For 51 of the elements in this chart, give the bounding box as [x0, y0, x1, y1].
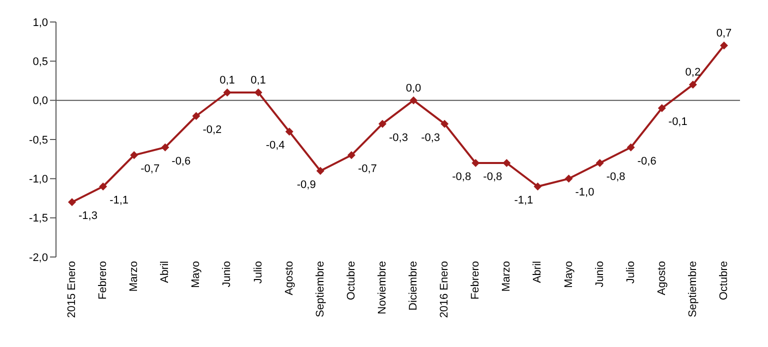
data-label: 0,1 — [250, 74, 266, 86]
x-tick-label: Diciembre — [408, 261, 420, 311]
x-tick-label: Julio — [624, 261, 637, 284]
data-label: 0,7 — [716, 28, 732, 40]
data-label: -0,7 — [358, 163, 377, 176]
y-tick-label: 1,0 — [32, 16, 48, 29]
x-tick-label: Febrero — [470, 261, 482, 300]
x-tick-label: 2015 Enero — [66, 261, 78, 318]
data-label: -0,6 — [172, 155, 191, 168]
y-tick-label: -2,0 — [29, 252, 48, 264]
x-tick-label: Octubre — [345, 261, 358, 300]
x-tick-label: 2016 Enero — [438, 261, 451, 318]
data-label: -1,0 — [575, 186, 594, 199]
data-label: -0,4 — [266, 140, 285, 152]
data-label: 0,0 — [406, 82, 422, 94]
y-tick-label: 0,5 — [32, 56, 48, 68]
x-tick-label: Abril — [159, 261, 172, 284]
y-tick-label: -1,0 — [29, 174, 48, 186]
x-tick-label: Marzo — [500, 261, 513, 292]
y-tick-label: 0,0 — [32, 95, 48, 108]
x-tick-label: Abril — [532, 261, 544, 284]
data-label: -0,3 — [421, 132, 440, 144]
data-label: -0,8 — [606, 171, 626, 183]
y-tick-label: -1,5 — [29, 212, 48, 225]
data-label: -1,1 — [110, 194, 129, 206]
x-tick-label: Junio — [594, 261, 606, 288]
x-tick-label: Junio — [221, 261, 234, 288]
x-tick-label: Agosto — [283, 261, 296, 296]
x-tick-label: Octubre — [718, 261, 730, 300]
data-label: 0,1 — [220, 74, 235, 86]
data-label: -0,7 — [140, 163, 160, 176]
y-tick-label: -0,5 — [29, 134, 48, 146]
data-label: 0,2 — [685, 66, 701, 79]
data-label: -0,8 — [452, 171, 472, 183]
data-label: -0,1 — [668, 116, 688, 128]
x-tick-label: Mayo — [562, 261, 575, 288]
data-label: -0,6 — [637, 155, 656, 168]
x-tick-label: Noviembre — [376, 261, 388, 314]
x-tick-label: Septiembre — [686, 261, 699, 318]
x-tick-label: Febrero — [97, 261, 110, 300]
data-label: -0,9 — [296, 178, 316, 191]
data-label: -0,2 — [202, 124, 222, 136]
x-tick-label: Julio — [252, 261, 264, 284]
x-tick-label: Marzo — [128, 261, 140, 292]
x-tick-label: Agosto — [656, 261, 668, 296]
data-label: -1,1 — [514, 194, 534, 206]
data-label: -0,3 — [388, 132, 408, 144]
data-label: -1,3 — [78, 210, 98, 222]
x-tick-label: Septiembre — [314, 261, 326, 318]
x-tick-label: Mayo — [190, 261, 202, 288]
data-label: -0,8 — [483, 171, 502, 183]
